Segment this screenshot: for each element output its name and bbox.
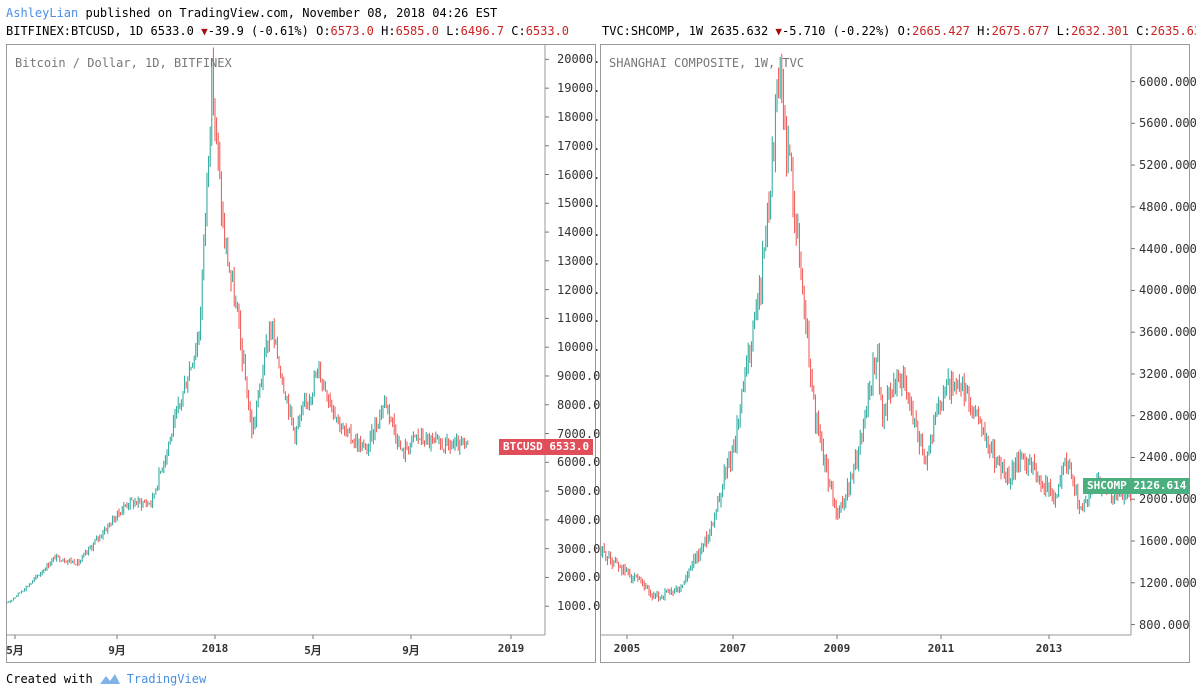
tradingview-logo-icon [99, 674, 120, 684]
down-arrow-icon: ▼ [775, 25, 783, 38]
shcomp-info-line: TVC:SHCOMP, 1W 2635.632 ▼-5.710 (-0.22%)… [602, 24, 1196, 38]
x-tick-label: 2011 [927, 642, 955, 655]
y-tick-label: 15000.0 [557, 196, 608, 211]
btc-change: -39.9 (-0.61%) [207, 24, 309, 38]
open-label: O: [316, 24, 331, 38]
shcomp-tag-symbol: SHCOMP [1087, 479, 1127, 493]
y-tick-label: 12000.0 [557, 282, 608, 297]
footer: Created with TradingView [6, 672, 206, 686]
btc-time-axis[interactable]: 5月 9月 2018 5月 9月 2019 [6, 642, 547, 660]
btc-chart-title: Bitcoin / Dollar, 1D, BITFINEX [15, 56, 232, 70]
btc-chart-svg [7, 45, 549, 639]
y-tick-label: 5600.000 [1139, 116, 1196, 131]
x-tick-label: 2009 [823, 642, 851, 655]
high-label: H: [381, 24, 396, 38]
shcomp-change: -5.710 (-0.22%) [782, 24, 891, 38]
y-tick-label: 17000.0 [557, 138, 608, 153]
y-tick-label: 4400.000 [1139, 241, 1196, 256]
btc-symbol-price: BITFINEX:BTCUSD, 1D 6533.0 [6, 24, 194, 38]
low-label: L: [1056, 24, 1072, 38]
y-tick-label: 3000.0 [557, 541, 601, 556]
btc-chart-panel[interactable]: Bitcoin / Dollar, 1D, BITFINEX 1000.0 200… [6, 44, 608, 663]
shcomp-time-axis[interactable]: 2005 2007 2009 2011 2013 [601, 642, 1129, 660]
high-value: 6585.0 [395, 24, 439, 38]
y-tick-label: 19000.0 [557, 81, 608, 96]
shcomp-symbol-price: TVC:SHCOMP, 1W 2635.632 [602, 24, 769, 38]
y-tick-label: 4000.0 [557, 512, 601, 527]
y-tick-label: 2000.000 [1139, 492, 1196, 507]
y-tick-label: 2000.0 [557, 570, 601, 585]
y-tick-label: 2800.000 [1139, 408, 1196, 423]
shcomp-chart-panel[interactable]: SHANGHAI COMPOSITE, 1W, TVC 800.000 1200.… [600, 44, 1196, 663]
btc-candles [7, 47, 469, 604]
y-tick-label: 18000.0 [557, 109, 608, 124]
x-tick-label: 2013 [1035, 642, 1063, 655]
y-tick-label: 2400.000 [1139, 450, 1196, 465]
close-value: 6533.0 [525, 24, 570, 38]
shcomp-chart-svg [601, 45, 1135, 639]
x-tick-label: 5月 [304, 644, 322, 657]
close-label: C: [511, 24, 526, 38]
published-text: published on TradingView.com, November 0… [78, 6, 498, 20]
x-tick-label: 5月 [6, 644, 24, 657]
y-tick-label: 800.000 [1139, 617, 1190, 632]
close-value: 2635.632 [1150, 24, 1196, 38]
y-tick-label: 4000.000 [1139, 283, 1196, 298]
tradingview-link[interactable]: TradingView [126, 672, 207, 686]
y-tick-label: 4800.000 [1139, 199, 1196, 214]
btc-last-price-tag: BTCUSD 6533.0 [499, 438, 594, 455]
y-tick-label: 5000.0 [557, 484, 601, 499]
down-arrow-icon: ▼ [201, 25, 208, 38]
high-value: 2675.677 [991, 24, 1050, 38]
shcomp-last-price-tag: SHCOMP 2126.614 [1083, 478, 1191, 495]
low-value: 2632.301 [1071, 24, 1129, 38]
y-tick-label: 11000.0 [557, 311, 608, 326]
x-tick-label: 9月 [402, 644, 420, 657]
y-tick-label: 1200.000 [1139, 575, 1196, 590]
close-label: C: [1136, 24, 1151, 38]
y-tick-label: 10000.0 [557, 340, 608, 355]
low-value: 6496.7 [460, 24, 504, 38]
x-tick-label: 9月 [108, 644, 126, 657]
x-tick-label: 2018 [201, 642, 229, 655]
publisher-header: AshleyLian published on TradingView.com,… [6, 6, 497, 20]
y-tick-label: 16000.0 [557, 167, 608, 182]
y-tick-label: 13000.0 [557, 253, 608, 268]
y-tick-label: 8000.0 [557, 397, 601, 412]
x-tick-label: 2005 [613, 642, 641, 655]
created-with-text: Created with [6, 672, 93, 686]
y-tick-label: 14000.0 [557, 225, 608, 240]
x-tick-label: 2007 [719, 642, 747, 655]
y-tick-label: 6000.000 [1139, 74, 1196, 89]
y-tick-label: 1600.000 [1139, 534, 1196, 549]
btc-price-axis[interactable]: 1000.0 2000.0 3000.0 4000.0 5000.0 6000.0 7000… [551, 45, 608, 637]
open-value: 6573.0 [330, 24, 374, 38]
y-tick-label: 3200.000 [1139, 366, 1196, 381]
btc-tag-symbol: BTCUSD [503, 439, 543, 453]
shcomp-candles [601, 53, 1132, 602]
open-value: 2665.427 [912, 24, 970, 38]
y-tick-label: 20000.0 [557, 52, 608, 67]
y-tick-label: 6000.0 [557, 455, 601, 470]
y-tick-label: 5200.000 [1139, 158, 1196, 173]
x-tick-label: 2019 [497, 642, 525, 655]
shcomp-tag-value: 2126.614 [1133, 479, 1187, 493]
low-label: L: [446, 24, 461, 38]
shcomp-chart-title: SHANGHAI COMPOSITE, 1W, TVC [609, 56, 805, 70]
author-link[interactable]: AshleyLian [6, 6, 79, 20]
open-label: O: [897, 24, 913, 38]
y-tick-label: 9000.0 [557, 368, 601, 383]
btc-info-line: BITFINEX:BTCUSD, 1D 6533.0 ▼-39.9 (-0.61… [6, 24, 569, 38]
y-tick-label: 3600.000 [1139, 325, 1196, 340]
y-tick-label: 1000.0 [557, 599, 601, 614]
y-tick-label: 7000.0 [557, 426, 601, 441]
high-label: H: [977, 24, 992, 38]
btc-tag-value: 6533.0 [549, 439, 590, 453]
shcomp-price-axis[interactable]: 800.000 1200.000 1600.000 2000.000 2400.000 2… [1133, 45, 1196, 637]
